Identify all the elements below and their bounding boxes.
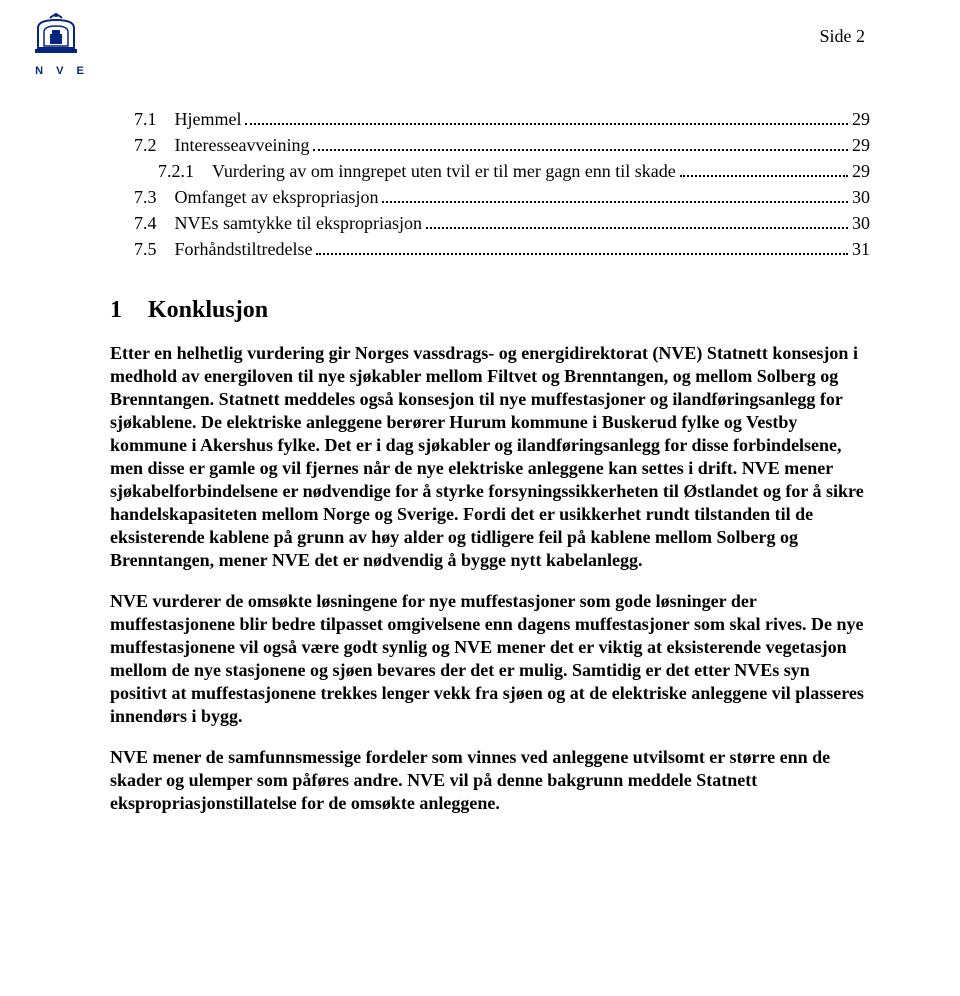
toc-page: 30 <box>852 184 870 210</box>
crest-icon <box>32 12 80 58</box>
toc-label: Hjemmel <box>175 106 242 132</box>
paragraph: NVE mener de samfunnsmessige fordeler so… <box>110 746 870 815</box>
toc-leader-dots <box>382 189 848 203</box>
toc-num: 7.4 <box>134 210 157 236</box>
paragraph: Etter en helhetlig vurdering gir Norges … <box>110 342 870 572</box>
toc-page: 29 <box>852 106 870 132</box>
toc-label: Interesseavveining <box>175 132 310 158</box>
toc-leader-dots <box>316 241 848 255</box>
toc-item: 7.5 Forhåndstiltredelse 31 <box>110 236 870 262</box>
toc-leader-dots <box>313 137 848 151</box>
toc-label: NVEs samtykke til ekspropriasjon <box>175 210 422 236</box>
paragraph: NVE vurderer de omsøkte løsningene for n… <box>110 590 870 728</box>
toc-num: 7.2 <box>134 132 157 158</box>
table-of-contents: 7.1 Hjemmel 29 7.2 Interesseavveining 29… <box>110 106 870 263</box>
toc-page: 31 <box>852 236 870 262</box>
toc-num: 7.1 <box>134 106 157 132</box>
page-number: Side 2 <box>819 26 865 47</box>
section-title: Konklusjon <box>148 297 268 323</box>
toc-page: 29 <box>852 132 870 158</box>
toc-item: 7.4 NVEs samtykke til ekspropriasjon 30 <box>110 210 870 236</box>
nve-label: N V E <box>32 65 92 77</box>
toc-item: 7.1 Hjemmel 29 <box>110 106 870 132</box>
toc-page: 30 <box>852 210 870 236</box>
toc-num: 7.2.1 <box>158 158 194 184</box>
document-page: Side 2 N V E 7.1 Hjemmel 29 7.2 Interess… <box>0 0 960 996</box>
section-number: 1 <box>110 297 148 324</box>
toc-leader-dots <box>245 111 848 125</box>
toc-leader-dots <box>680 163 848 177</box>
toc-item: 7.2.1 Vurdering av om inngrepet uten tvi… <box>110 158 870 184</box>
toc-item: 7.2 Interesseavveining 29 <box>110 132 870 158</box>
toc-item: 7.3 Omfanget av ekspropriasjon 30 <box>110 184 870 210</box>
toc-label: Omfanget av ekspropriasjon <box>175 184 379 210</box>
toc-num: 7.5 <box>134 236 157 262</box>
toc-label: Vurdering av om inngrepet uten tvil er t… <box>212 158 676 184</box>
toc-leader-dots <box>426 215 848 229</box>
section-heading: 1Konklusjon <box>110 297 870 324</box>
toc-num: 7.3 <box>134 184 157 210</box>
nve-logo: N V E <box>32 12 92 77</box>
toc-page: 29 <box>852 158 870 184</box>
toc-label: Forhåndstiltredelse <box>175 236 313 262</box>
